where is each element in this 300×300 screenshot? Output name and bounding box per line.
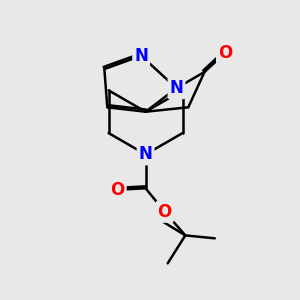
Text: O: O	[218, 44, 232, 62]
Text: O: O	[110, 181, 125, 199]
Text: N: N	[134, 47, 148, 65]
Text: N: N	[169, 79, 183, 97]
Text: O: O	[158, 203, 172, 221]
Text: N: N	[139, 146, 152, 164]
